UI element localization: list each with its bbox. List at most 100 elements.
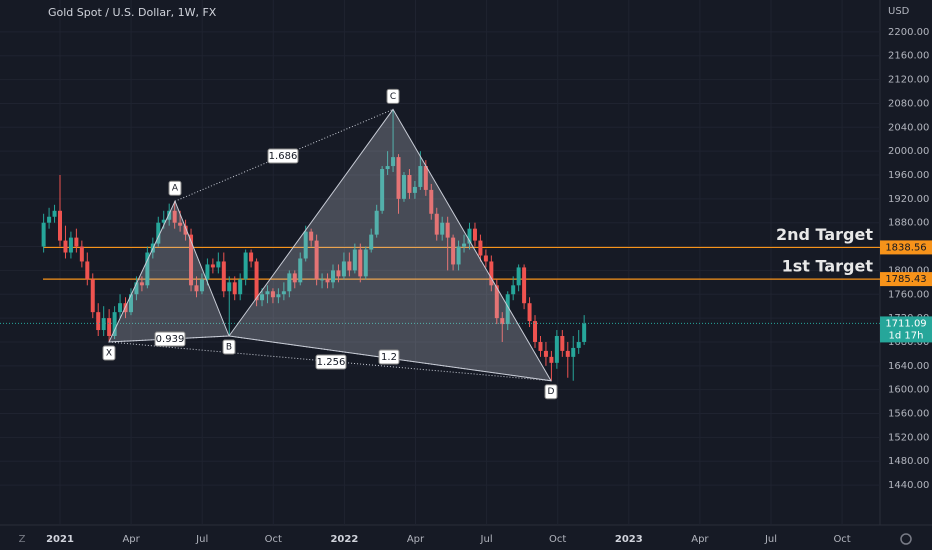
- ratio-box: [154, 331, 186, 347]
- y-tick-label: 1960.00: [888, 170, 929, 181]
- timezone-icon[interactable]: Z: [19, 534, 26, 545]
- chart-title: Gold Spot / U.S. Dollar, 1W, FX: [48, 6, 217, 19]
- price-box-label: 1785.43: [885, 274, 926, 285]
- candle-body: [112, 312, 117, 336]
- x-tick-label: Oct: [549, 534, 566, 545]
- candle-body: [265, 291, 270, 295]
- candle-body: [276, 294, 281, 298]
- y-tick-label: 2000.00: [888, 146, 929, 157]
- x-tick-label: Oct: [833, 534, 850, 545]
- candle-body: [194, 285, 199, 292]
- x-tick-label: Oct: [265, 534, 282, 545]
- candle-body: [434, 213, 439, 235]
- candle-body: [232, 282, 237, 295]
- ratio-box: [378, 349, 400, 365]
- candle-body: [63, 240, 68, 253]
- price-box-label: 1838.56: [885, 242, 926, 253]
- candle-body: [134, 282, 139, 295]
- x-tick-label: 2021: [46, 534, 74, 545]
- candle-body: [41, 222, 46, 247]
- last-price-label: 1711.09: [885, 318, 926, 329]
- x-tick-label: 2023: [615, 534, 643, 545]
- candle-body: [281, 291, 286, 295]
- ratio-box: [315, 354, 347, 370]
- target-label: 1st Target: [782, 257, 874, 276]
- candle-body: [292, 273, 297, 283]
- y-tick-label: 2160.00: [888, 51, 929, 62]
- y-tick-label: 1880.00: [888, 218, 929, 229]
- ratio-label: 1.2: [381, 352, 397, 363]
- candle-body: [358, 249, 363, 277]
- y-tick-label: 1640.00: [888, 361, 929, 372]
- candle-body: [145, 252, 150, 286]
- candle-body: [314, 240, 319, 280]
- candle-body: [582, 323, 587, 342]
- candle-body: [325, 279, 330, 283]
- point-label: B: [226, 343, 232, 353]
- y-tick-label: 1760.00: [888, 289, 929, 300]
- point-label: D: [548, 387, 555, 397]
- candle-body: [128, 294, 133, 313]
- plot: [0, 108, 880, 382]
- settings-icon[interactable]: [900, 533, 912, 545]
- candle-body: [287, 273, 292, 292]
- candle-body: [478, 240, 483, 256]
- candle-body: [401, 175, 406, 199]
- candle-body: [96, 312, 101, 331]
- candle-body: [407, 175, 412, 193]
- candle-body: [538, 341, 543, 351]
- candle-body: [560, 336, 565, 351]
- candle-body: [533, 321, 538, 342]
- candle-body: [374, 210, 379, 235]
- candle-body: [331, 270, 335, 283]
- x-tick-label: Apr: [691, 534, 709, 545]
- candle-body: [336, 270, 341, 277]
- target-label: 2nd Target: [776, 225, 873, 244]
- candle-body: [210, 264, 215, 268]
- x-tick-label: Jul: [480, 534, 493, 545]
- candle-body: [472, 228, 477, 241]
- point-box: [222, 339, 236, 355]
- candle-body: [369, 234, 374, 250]
- candle-body: [74, 237, 79, 247]
- candle-body: [243, 252, 248, 280]
- y-tick-label: 2120.00: [888, 75, 929, 86]
- ratio-label: 0.939: [156, 334, 185, 345]
- candle-body: [58, 210, 62, 241]
- y-tick-label: 1440.00: [888, 480, 929, 491]
- candle-body: [462, 243, 467, 247]
- ratio-label: 1.686: [269, 151, 298, 162]
- last-price-box: [880, 316, 932, 343]
- candle-body: [576, 341, 581, 348]
- candle-body: [156, 222, 161, 244]
- candle-body: [189, 234, 194, 286]
- y-tick-label: 1560.00: [888, 409, 929, 420]
- price-box: [880, 240, 932, 255]
- candle-body: [543, 350, 548, 357]
- candle-body: [527, 303, 532, 322]
- candle-body: [139, 282, 144, 286]
- point-label: X: [106, 348, 112, 358]
- candle-body: [107, 318, 112, 336]
- candle-body: [303, 231, 308, 259]
- candle-body: [216, 261, 221, 268]
- point-box: [544, 384, 558, 400]
- countdown-label: 1d 17h: [889, 330, 924, 341]
- ratio-label: 1.256: [317, 357, 346, 368]
- candle-body: [172, 210, 177, 223]
- y-tick-label: 2040.00: [888, 122, 929, 133]
- y-tick-label: 2080.00: [888, 98, 929, 109]
- y-tick-label: 1680.00: [888, 337, 929, 348]
- candle-body: [385, 166, 390, 170]
- y-unit: USD: [888, 6, 910, 17]
- candle-body: [309, 231, 314, 241]
- candle-body: [79, 246, 84, 262]
- ratio-box: [267, 148, 299, 164]
- candle-body: [418, 166, 423, 187]
- candle-body: [347, 261, 352, 271]
- candle-body: [161, 219, 166, 223]
- x-tick-label: Apr: [407, 534, 425, 545]
- candle-body: [522, 267, 527, 304]
- y-tick-label: 1600.00: [888, 385, 929, 396]
